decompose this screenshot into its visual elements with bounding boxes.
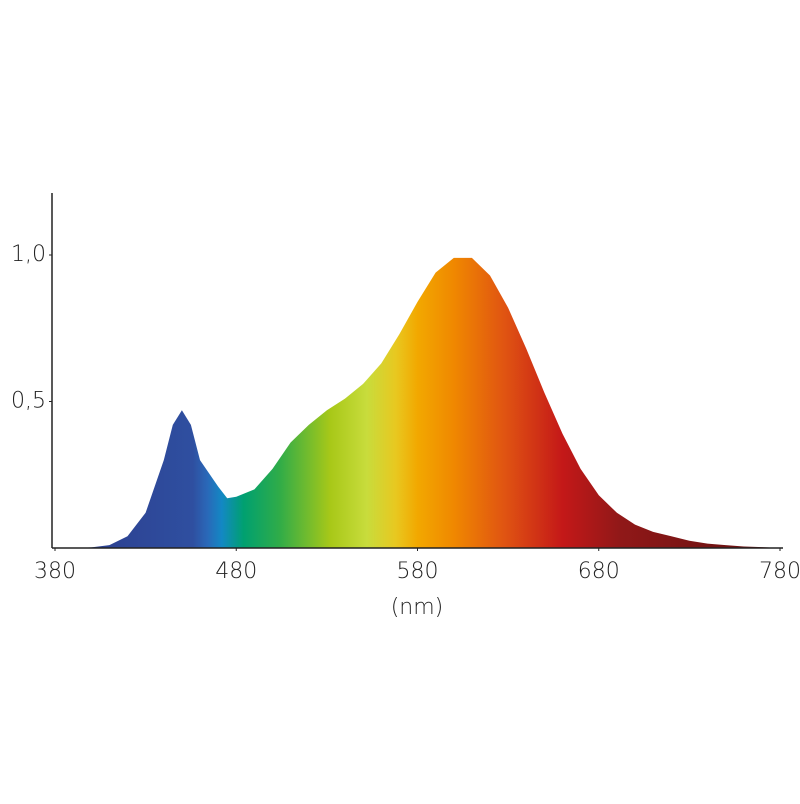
x-tick-label: 380 [34,559,76,584]
plot-area [55,257,780,548]
spectrum-area [55,257,780,548]
x-tick-label: 580 [397,559,439,584]
x-axis-label: (nm) [391,595,444,620]
y-tick-label: 1,0 [11,242,46,267]
x-tick-label: 780 [759,559,800,584]
x-tick-label: 480 [215,559,257,584]
x-tick-label: 680 [578,559,620,584]
y-tick-label: 0,5 [11,389,46,414]
